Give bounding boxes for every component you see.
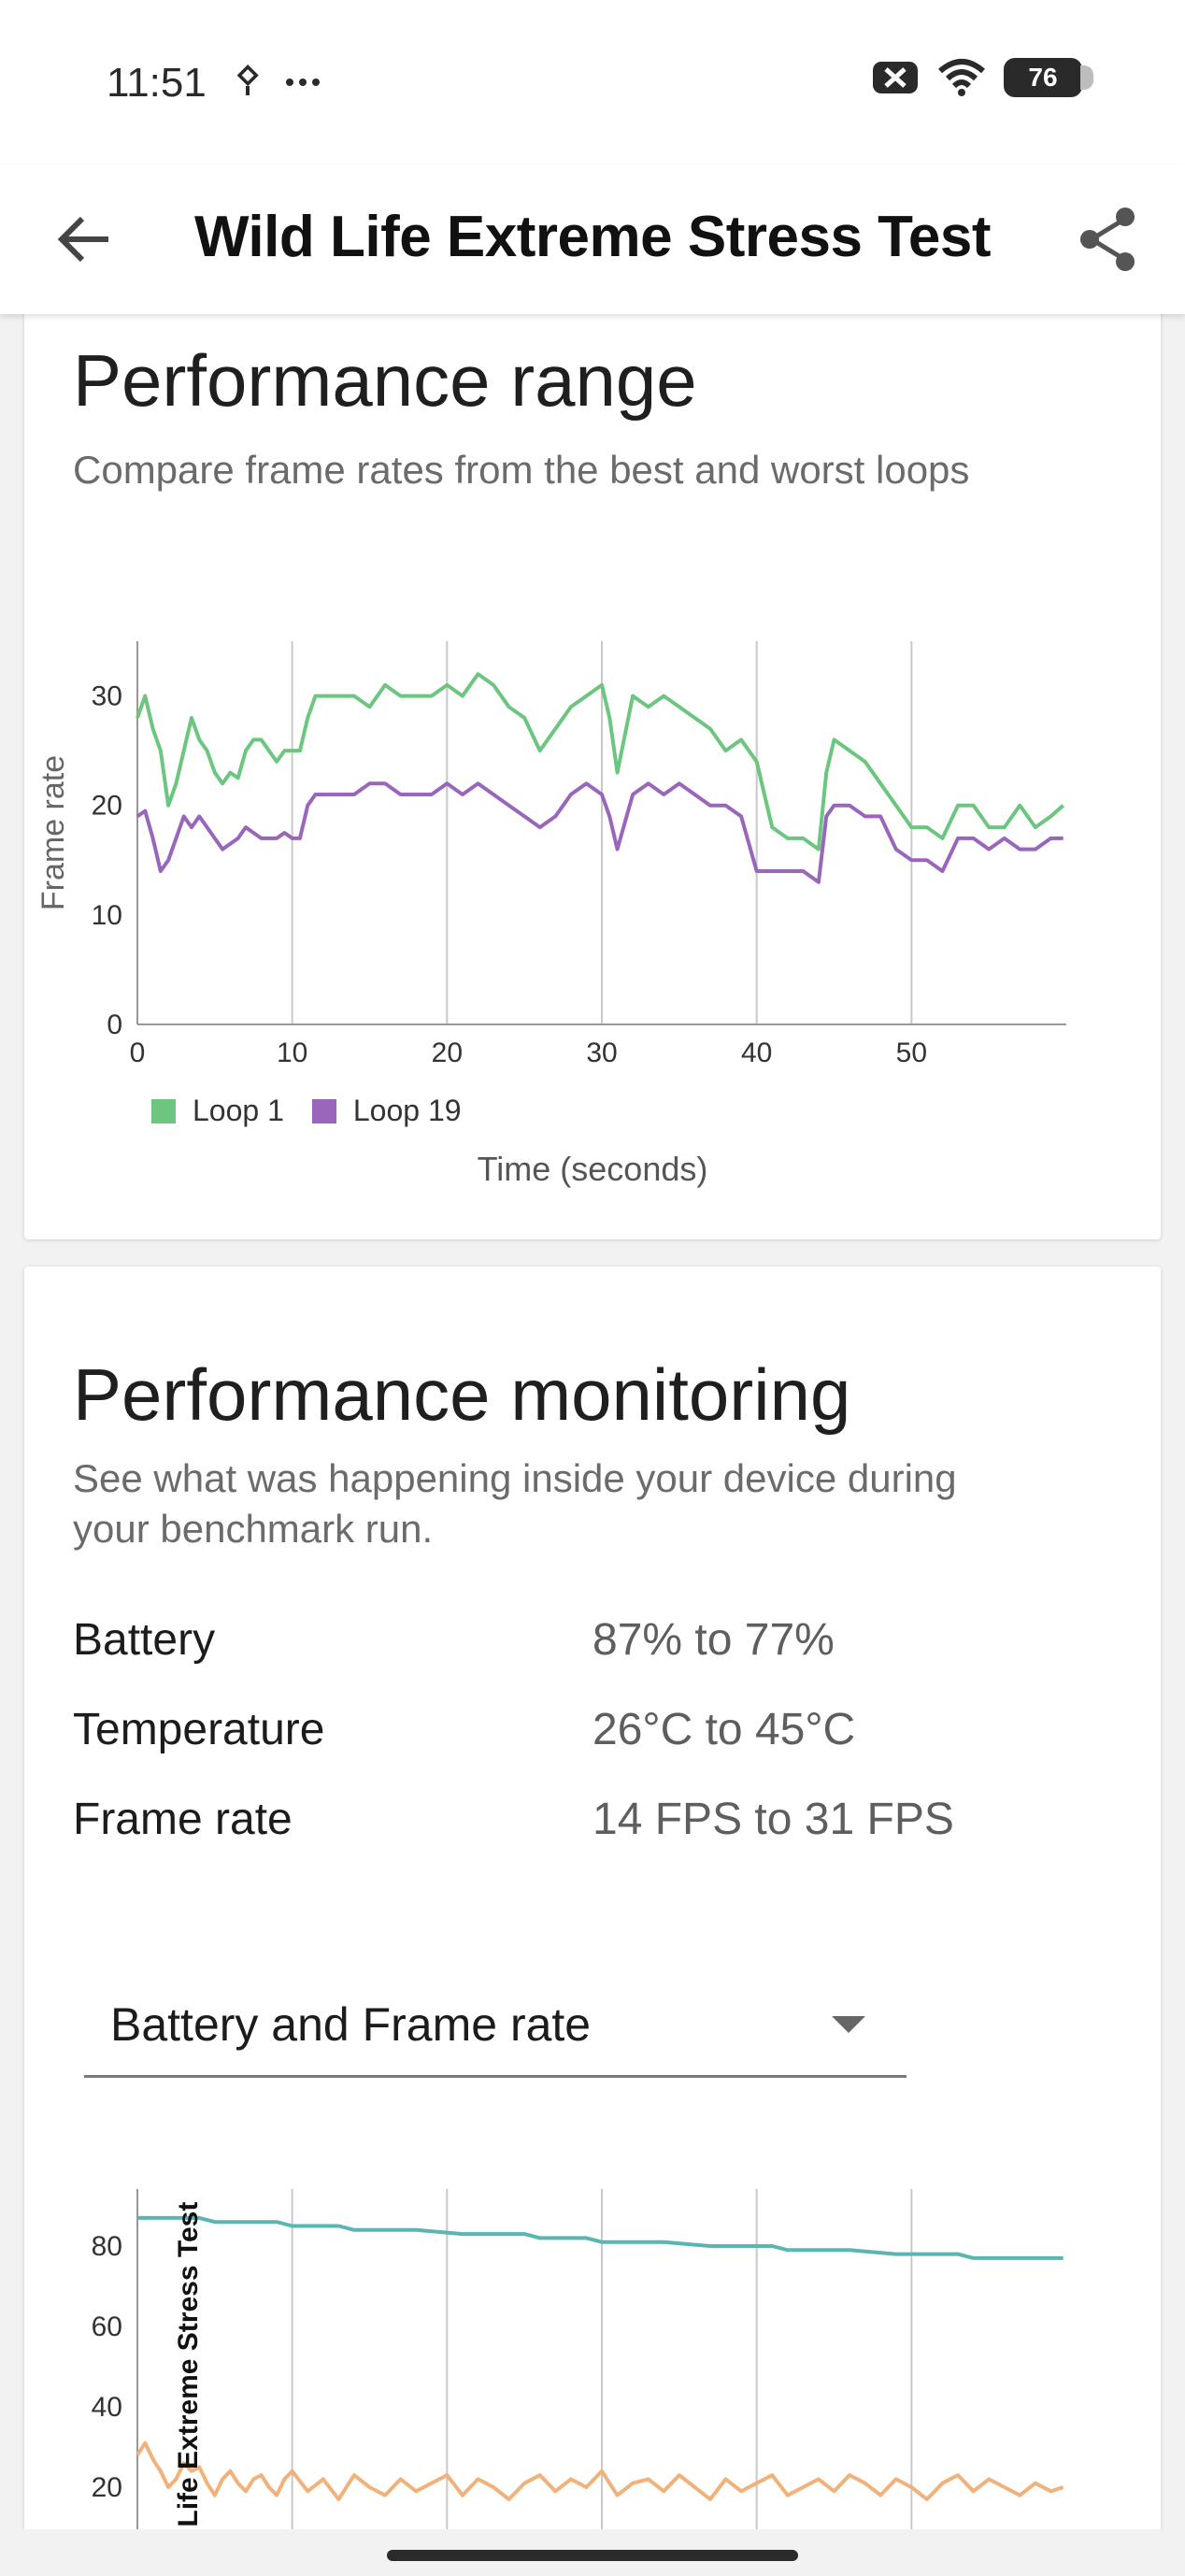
monitoring-chart: 20 40 60 80 Wild Life Extreme Stress Test	[92, 2189, 1064, 2576]
status-bar: 11:51	[0, 0, 1185, 165]
legend-item-loop-19: Loop 19	[311, 1094, 462, 1128]
legend-swatch-loop-19	[311, 1098, 336, 1123]
legend-label-loop-1: Loop 1	[193, 1094, 284, 1127]
x-tick-label: 40	[741, 1038, 772, 1068]
series-line-battery	[137, 2215, 1064, 2260]
more-dots-icon	[286, 79, 320, 86]
navigation-bar	[0, 2529, 1185, 2576]
app-bar: Wild Life Extreme Stress Test	[0, 165, 1185, 314]
share-icon	[1080, 208, 1135, 271]
y-tick-label: 30	[92, 681, 122, 712]
dropdown-selected-value: Battery and Frame rate	[110, 1998, 592, 2051]
y-tick-label: 40	[92, 2392, 122, 2423]
series-line-frame-rate	[136, 2440, 1064, 2501]
y-tick-label: 60	[92, 2311, 122, 2342]
battery-level: 76	[1028, 63, 1058, 92]
legend-swatch-loop-1	[151, 1098, 176, 1123]
stat-label: Battery	[73, 1615, 216, 1665]
vpn-key-icon	[236, 64, 259, 95]
back-button[interactable]	[47, 202, 121, 277]
stat-value: 26°C to 45°C	[592, 1705, 856, 1754]
x-tick-label: 0	[130, 1038, 146, 1068]
x-axis-label: Time (seconds)	[477, 1150, 708, 1188]
performance-monitoring-card: Performance monitoring See what was happ…	[24, 1267, 1161, 2576]
y-tick-label: 80	[92, 2231, 122, 2262]
legend-item-loop-1: Loop 1	[151, 1094, 284, 1128]
performance-range-card: Performance range Compare frame rates fr…	[24, 280, 1161, 1239]
performance-range-title: Performance range	[73, 339, 697, 422]
y-tick-label: 10	[92, 900, 122, 931]
stats-list: Battery 87% to 77% Temperature 26°C to 4…	[73, 1614, 1120, 1883]
battery-icon: 76	[1004, 58, 1093, 97]
performance-range-subtitle: Compare frame rates from the best and wo…	[73, 448, 970, 492]
chart-metric-dropdown[interactable]: Battery and Frame rate	[84, 1958, 907, 2078]
x-tick-label: 20	[432, 1038, 463, 1068]
stat-value: 87% to 77%	[592, 1615, 835, 1665]
stat-row-frame-rate: Frame rate 14 FPS to 31 FPS	[73, 1794, 1120, 1883]
share-button[interactable]	[1071, 202, 1146, 277]
status-time: 11:51	[107, 60, 207, 106]
arrow-left-icon	[57, 216, 108, 263]
chart-legend: Loop 1 Loop 19	[151, 1094, 490, 1128]
series-line-loop-19	[136, 781, 1064, 884]
performance-monitoring-subtitle-line-1: See what was happening inside your devic…	[73, 1456, 957, 1500]
legend-label-loop-19: Loop 19	[352, 1094, 462, 1127]
home-indicator[interactable]	[387, 2550, 798, 2561]
stat-row-battery: Battery 87% to 77%	[73, 1614, 1120, 1704]
chevron-down-icon	[832, 2016, 865, 2033]
stat-value: 14 FPS to 31 FPS	[592, 1795, 954, 1844]
chart-watermark: Wild Life Extreme Stress Test	[173, 2202, 204, 2576]
status-left-icons	[236, 62, 338, 104]
frame-rate-chart: 0 10 20 30 40 50 0 10 20 30 Frame rate	[36, 641, 1066, 1068]
y-axis-label: Frame rate	[36, 755, 71, 910]
page-title: Wild Life Extreme Stress Test	[193, 205, 992, 269]
status-right-icons: 76	[871, 58, 1093, 97]
sim-off-icon	[873, 62, 918, 93]
performance-monitoring-subtitle-line-2: your benchmark run.	[73, 1507, 434, 1551]
x-tick-label: 50	[896, 1038, 927, 1068]
x-tick-label: 10	[277, 1038, 307, 1068]
series-line-loop-1	[136, 672, 1065, 852]
y-tick-label: 20	[92, 791, 122, 822]
wifi-icon	[938, 59, 985, 96]
performance-monitoring-title: Performance monitoring	[73, 1353, 851, 1436]
x-tick-label: 30	[586, 1038, 617, 1068]
stat-label: Temperature	[73, 1705, 325, 1754]
stat-row-temperature: Temperature 26°C to 45°C	[73, 1704, 1120, 1794]
y-tick-label: 0	[107, 1009, 122, 1040]
stat-label: Frame rate	[73, 1795, 293, 1844]
y-tick-label: 20	[92, 2472, 122, 2503]
